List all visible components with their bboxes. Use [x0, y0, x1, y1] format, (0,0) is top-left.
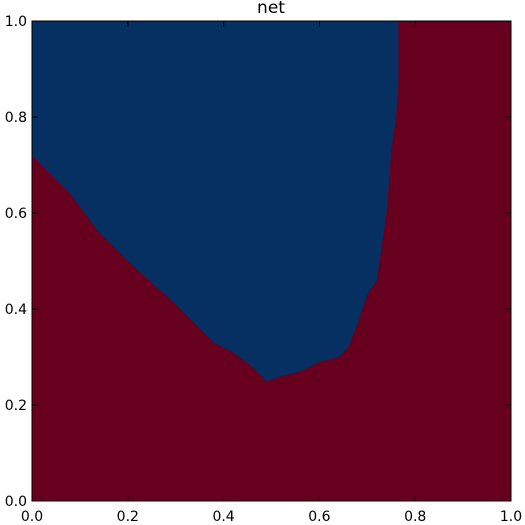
class-b-region [32, 21, 399, 381]
y-tick-label: 0.4 [5, 302, 27, 318]
plot-frame [31, 20, 512, 502]
y-tick-label: 0.2 [5, 398, 27, 414]
x-tick-label: 0.4 [212, 509, 234, 525]
x-tick-label: 1.0 [500, 509, 522, 525]
x-tick-label: 0.2 [117, 509, 139, 525]
x-tick-label: 0.0 [21, 509, 43, 525]
y-axis: 0.0 0.2 0.4 0.6 0.8 1.0 [5, 14, 511, 510]
y-tick-label: 0.6 [5, 206, 27, 222]
x-axis: 0.0 0.2 0.4 0.6 0.8 1.0 [21, 21, 522, 525]
x-tick-label: 0.8 [404, 509, 426, 525]
y-tick-label: 0.8 [5, 110, 27, 126]
chart-title: net [257, 0, 285, 18]
y-tick-label: 1.0 [5, 14, 27, 30]
y-tick-label: 0.0 [5, 494, 27, 510]
x-tick-label: 0.6 [308, 509, 330, 525]
